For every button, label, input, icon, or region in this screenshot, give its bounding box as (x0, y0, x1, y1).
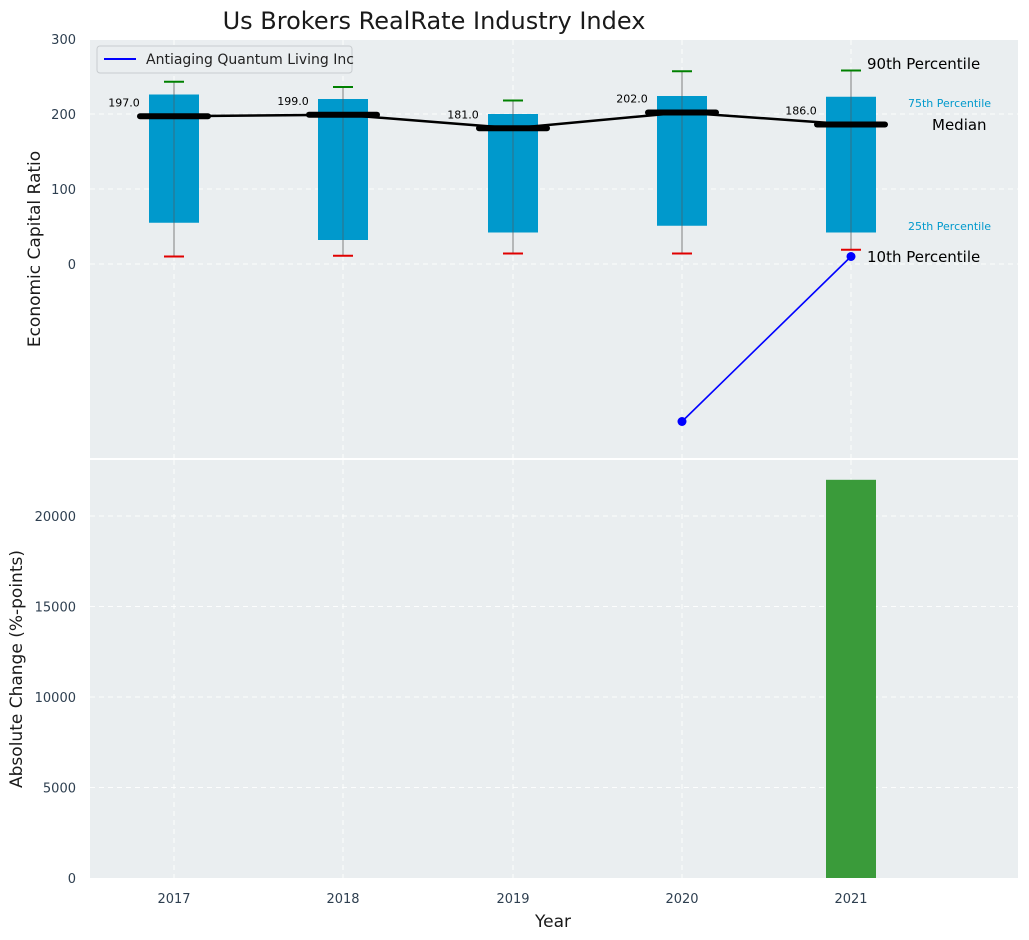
bottom-y-tick-label: 15000 (35, 601, 76, 616)
x-tick-label: 2020 (665, 892, 698, 907)
median-value-label: 181.0 (447, 108, 479, 121)
company-series (677, 252, 856, 426)
bar-series (826, 479, 876, 878)
legend-label: Antiaging Quantum Living Inc (146, 52, 354, 68)
chart-title: Us Brokers RealRate Industry Index (223, 7, 646, 35)
company-point (846, 252, 856, 261)
median-annotation: Median (932, 116, 987, 134)
x-tick-label: 2018 (326, 892, 359, 907)
bottom-plot-area (90, 460, 1018, 878)
p25-annotation: 25th Percentile (908, 220, 991, 233)
x-ticks: 2017 2018 2019 2020 2021 (157, 892, 867, 907)
p10-annotation: 10th Percentile (867, 248, 980, 266)
top-y-axis-title: Economic Capital Ratio (25, 151, 45, 347)
top-y-tick-label: 100 (51, 183, 76, 198)
bottom-y-tick-label: 20000 (35, 510, 76, 525)
p90-annotation: 90th Percentile (867, 55, 980, 73)
box-2020: 202.0 (616, 70, 719, 255)
company-line (681, 255, 852, 423)
median-trend (173, 111, 852, 130)
top-panel: 0 100 200 300 197.0 199.0 181.0 202.0 186.0 90t… (25, 33, 1018, 458)
median-value-label: 186.0 (785, 105, 817, 118)
company-point (677, 417, 687, 426)
p75-annotation: 75th Percentile (908, 97, 991, 110)
top-y-ticks: 0 100 200 300 (51, 33, 76, 273)
top-y-tick-label: 300 (51, 33, 76, 48)
bar-2021 (826, 479, 876, 878)
x-tick-label: 2019 (496, 892, 529, 907)
box-2021: 186.0 (785, 69, 888, 251)
top-y-tick-label: 200 (51, 108, 76, 123)
median-value-label: 199.0 (277, 95, 309, 108)
median-trend-line (173, 111, 852, 130)
median-value-label: 197.0 (108, 96, 140, 109)
x-tick-label: 2017 (157, 892, 190, 907)
percentile-annotations: 90th Percentile 75th Percentile Median 2… (867, 55, 991, 266)
x-tick-label: 2021 (834, 892, 867, 907)
bottom-y-axis-title: Absolute Change (%-points) (7, 550, 27, 788)
bottom-y-ticks: 0 5000 10000 15000 20000 (35, 510, 76, 887)
x-axis-title: Year (534, 912, 571, 932)
legend-frame (96, 45, 353, 74)
legend: Antiaging Quantum Living Inc (96, 45, 354, 74)
bottom-y-tick-label: 10000 (35, 691, 76, 706)
median-value-label: 202.0 (616, 93, 648, 106)
box-series: 197.0 199.0 181.0 202.0 186.0 (108, 69, 888, 258)
bottom-y-tick-label: 5000 (43, 782, 76, 797)
bottom-y-tick-label: 0 (68, 872, 76, 887)
top-y-tick-label: 0 (68, 258, 76, 273)
bottom-panel: 0 5000 10000 15000 20000 2017 2018 2019 2020 202… (7, 460, 1018, 932)
